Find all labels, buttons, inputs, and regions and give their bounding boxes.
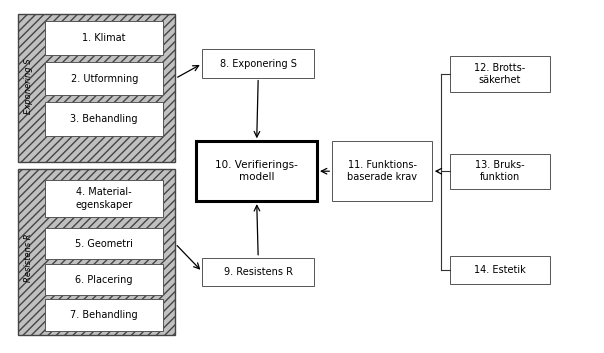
Bar (45, 299, 163, 331)
Text: 3. Behandling: 3. Behandling (71, 114, 138, 124)
Text: 8. Exponering S: 8. Exponering S (220, 59, 297, 68)
Text: 1. Klimat: 1. Klimat (82, 33, 126, 43)
Bar (450, 56, 550, 92)
Bar (45, 228, 163, 259)
Bar (202, 49, 314, 78)
Bar (18, 169, 175, 335)
Text: 7. Behandling: 7. Behandling (71, 310, 138, 320)
Text: 5. Geometri: 5. Geometri (76, 239, 133, 249)
Bar (45, 180, 163, 217)
Bar (450, 154, 550, 189)
Bar (45, 21, 163, 55)
Bar (332, 141, 432, 201)
Bar (45, 62, 163, 95)
Text: 10. Verifierings-
modell: 10. Verifierings- modell (215, 160, 298, 183)
Text: 12. Brotts-
säkerhet: 12. Brotts- säkerhet (474, 63, 525, 85)
Bar (202, 258, 314, 286)
Text: Exponering S: Exponering S (25, 59, 33, 114)
Bar (18, 14, 175, 162)
Text: 9. Resistens R: 9. Resistens R (223, 267, 293, 277)
Text: 11. Funktions-
baserade krav: 11. Funktions- baserade krav (347, 160, 417, 183)
Text: 6. Placering: 6. Placering (76, 275, 133, 285)
Bar (45, 102, 163, 136)
Text: 4. Material-
egenskaper: 4. Material- egenskaper (76, 187, 133, 210)
Bar (196, 141, 317, 201)
Text: Resistens R: Resistens R (25, 233, 33, 282)
Text: 13. Bruks-
funktion: 13. Bruks- funktion (475, 160, 525, 183)
Bar (45, 264, 163, 295)
Text: 14. Estetik: 14. Estetik (474, 265, 525, 275)
Bar (450, 256, 550, 284)
Text: 2. Utformning: 2. Utformning (71, 73, 138, 84)
